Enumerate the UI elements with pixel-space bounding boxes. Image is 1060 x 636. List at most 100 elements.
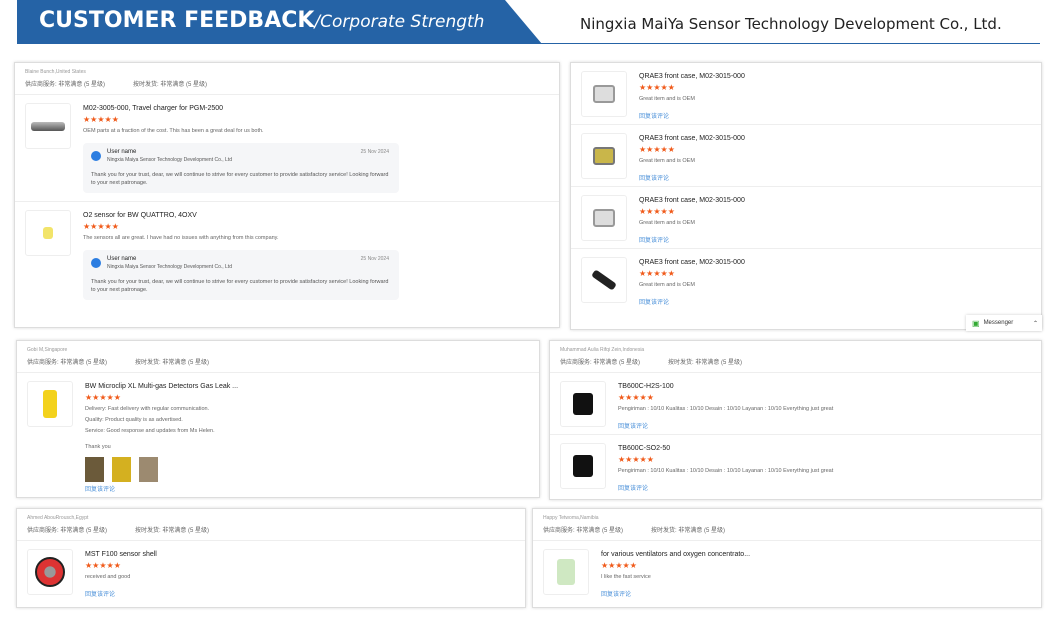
review-text: received and good	[85, 574, 131, 580]
reviewer-location: Happy Tetwoma,Namibia	[543, 515, 599, 521]
on-time-shipping-rating: 按时发货: 非常满意 (5 星级)	[133, 82, 208, 88]
seller-response: User name Ningxia Maiya Sensor Technology…	[83, 250, 399, 300]
on-time-shipping-rating: 按时发货: 非常满意 (5 星级)	[135, 360, 210, 366]
review-text: OEM parts at a fraction of the cost. Thi…	[83, 128, 264, 134]
review-item: O2 sensor for BW QUATTRO, 4OXV ★★★★★ The s…	[15, 202, 559, 308]
review-text: Great item and is OEM	[639, 158, 695, 164]
review-panel: Gobi M,Singapore 供应商服务: 非常满意 (5 星级) 按时发货: …	[16, 340, 540, 498]
review-body: BW Microclip XL Multi-gas Detectors Gas …	[85, 381, 529, 493]
review-item: QRAE3 front case, M02-3015-000 ★★★★★ Great…	[571, 125, 1041, 187]
review-text: The sensors all are great. I have had no…	[83, 235, 279, 241]
reply-link[interactable]: 回复该评论	[85, 487, 116, 493]
reply-link[interactable]: 回复该评论	[85, 592, 116, 598]
review-item: QRAE3 front case, M02-3015-000 ★★★★★ Great…	[571, 63, 1041, 125]
product-image	[573, 393, 593, 415]
supplier-service-rating: 供应商服务: 非常满意 (5 星级)	[25, 82, 106, 88]
chevron-up-icon: ⌃	[1032, 320, 1038, 327]
product-thumbnail[interactable]	[543, 549, 589, 595]
reviewer-location: Ahmed AbouRrousch,Egypt	[27, 515, 89, 521]
product-thumbnail[interactable]	[27, 381, 73, 427]
product-thumbnail[interactable]	[581, 133, 627, 179]
product-title[interactable]: QRAE3 front case, M02-3015-000	[639, 197, 745, 204]
review-body: TB600C-H2S-100 ★★★★★ Pengiriman : 10/10 Ku…	[618, 381, 1031, 430]
review-body: QRAE3 front case, M02-3015-000 ★★★★★ Great…	[639, 195, 1031, 244]
product-thumbnail[interactable]	[27, 549, 73, 595]
seller-company: Ningxia Maiya Sensor Technology Developm…	[107, 264, 232, 270]
review-item: TB600C-SO2-50 ★★★★★ Pengiriman : 10/10 Kua…	[550, 435, 1041, 496]
review-photo[interactable]	[112, 457, 131, 482]
on-time-shipping-rating: 按时发货: 非常满意 (5 星级)	[135, 528, 210, 534]
seller-username: User name	[107, 256, 137, 262]
company-name: Ningxia MaiYa Sensor Technology Developm…	[580, 15, 1002, 33]
product-title[interactable]: M02-3005-000, Travel charger for PGM-250…	[83, 105, 224, 112]
review-item: QRAE3 front case, M02-3015-000 ★★★★★ Great…	[571, 187, 1041, 249]
product-thumbnail[interactable]	[25, 103, 71, 149]
product-title[interactable]: MST F100 sensor shell	[85, 551, 157, 558]
product-title[interactable]: QRAE3 front case, M02-3015-000	[639, 73, 745, 80]
review-body: QRAE3 front case, M02-3015-000 ★★★★★ Great…	[639, 133, 1031, 182]
product-title[interactable]: BW Microclip XL Multi-gas Detectors Gas …	[85, 383, 239, 390]
review-item: QRAE3 front case, M02-3015-000 ★★★★★ Great…	[571, 249, 1041, 310]
header-banner: CUSTOMER FEEDBACK/Corporate Strength	[17, 0, 542, 44]
review-photos	[85, 457, 529, 482]
review-text: Pengiriman : 10/10 Kualitas : 10/10 Desa…	[618, 468, 834, 474]
review-text: Pengiriman : 10/10 Kualitas : 10/10 Desa…	[618, 406, 834, 412]
star-rating: ★★★★★	[85, 561, 121, 570]
rating-summary: 供应商服务: 非常满意 (5 星级) 按时发货: 非常满意 (5 星级)	[27, 357, 529, 366]
reply-link[interactable]: 回复该评论	[639, 300, 670, 306]
divider	[533, 540, 1041, 541]
rating-summary: 供应商服务: 非常满意 (5 星级) 按时发货: 非常满意 (5 星级)	[25, 79, 549, 88]
star-rating: ★★★★★	[83, 222, 119, 231]
reply-link[interactable]: 回复该评论	[601, 592, 632, 598]
star-rating: ★★★★★	[639, 145, 675, 154]
rating-summary: 供应商服务: 非常满意 (5 星级) 按时发货: 非常满意 (5 星级)	[560, 357, 1031, 366]
divider	[17, 372, 539, 373]
product-title[interactable]: TB600C-SO2-50	[618, 445, 671, 452]
review-text: Great item and is OEM	[639, 282, 695, 288]
review-body: MST F100 sensor shell ★★★★★ received and g…	[85, 549, 515, 598]
product-title[interactable]: QRAE3 front case, M02-3015-000	[639, 135, 745, 142]
header-divider	[540, 43, 1040, 44]
reply-link[interactable]: 回复该评论	[639, 114, 670, 120]
product-title[interactable]: O2 sensor for BW QUATTRO, 4OXV	[83, 212, 197, 219]
product-thumbnail[interactable]	[560, 443, 606, 489]
review-panel: Happy Tetwoma,Namibia 供应商服务: 非常满意 (5 星级) 按…	[532, 508, 1042, 608]
seller-username: User name	[107, 149, 137, 155]
product-image	[593, 147, 615, 165]
review-body: for various ventilators and oxygen conce…	[601, 549, 1031, 598]
product-image	[557, 559, 575, 585]
review-body: TB600C-SO2-50 ★★★★★ Pengiriman : 10/10 Kua…	[618, 443, 1031, 492]
review-panel: QRAE3 front case, M02-3015-000 ★★★★★ Great…	[570, 62, 1042, 330]
review-body: QRAE3 front case, M02-3015-000 ★★★★★ Great…	[639, 71, 1031, 120]
messenger-label: Messenger	[983, 320, 1014, 326]
product-image	[573, 455, 593, 477]
reviewer-location: Gobi M,Singapore	[27, 347, 68, 353]
reply-link[interactable]: 回复该评论	[639, 238, 670, 244]
product-title[interactable]: for various ventilators and oxygen conce…	[601, 551, 751, 558]
review-text: Great item and is OEM	[639, 220, 695, 226]
star-rating: ★★★★★	[618, 393, 654, 402]
reply-link[interactable]: 回复该评论	[639, 176, 670, 182]
page-title: CUSTOMER FEEDBACK/Corporate Strength	[39, 8, 485, 33]
reply-link[interactable]: 回复该评论	[618, 424, 649, 430]
product-title[interactable]: QRAE3 front case, M02-3015-000	[639, 259, 745, 266]
product-title[interactable]: TB600C-H2S-100	[618, 383, 674, 390]
divider	[550, 372, 1041, 373]
product-thumbnail[interactable]	[25, 210, 71, 256]
star-rating: ★★★★★	[639, 269, 675, 278]
reply-link[interactable]: 回复该评论	[618, 486, 649, 492]
review-photo[interactable]	[85, 457, 104, 482]
messenger-button[interactable]: ▣ Messenger ⌃	[966, 315, 1042, 331]
product-image	[43, 227, 53, 239]
product-thumbnail[interactable]	[581, 71, 627, 117]
star-rating: ★★★★★	[601, 561, 637, 570]
product-thumbnail[interactable]	[560, 381, 606, 427]
messenger-icon: ▣	[972, 318, 980, 328]
product-thumbnail[interactable]	[581, 257, 627, 303]
supplier-service-rating: 供应商服务: 非常满意 (5 星级)	[543, 528, 624, 534]
seller-company: Ningxia Maiya Sensor Technology Developm…	[107, 157, 232, 163]
review-photo[interactable]	[139, 457, 158, 482]
review-body: M02-3005-000, Travel charger for PGM-250…	[83, 103, 549, 197]
star-rating: ★★★★★	[83, 115, 119, 124]
product-thumbnail[interactable]	[581, 195, 627, 241]
